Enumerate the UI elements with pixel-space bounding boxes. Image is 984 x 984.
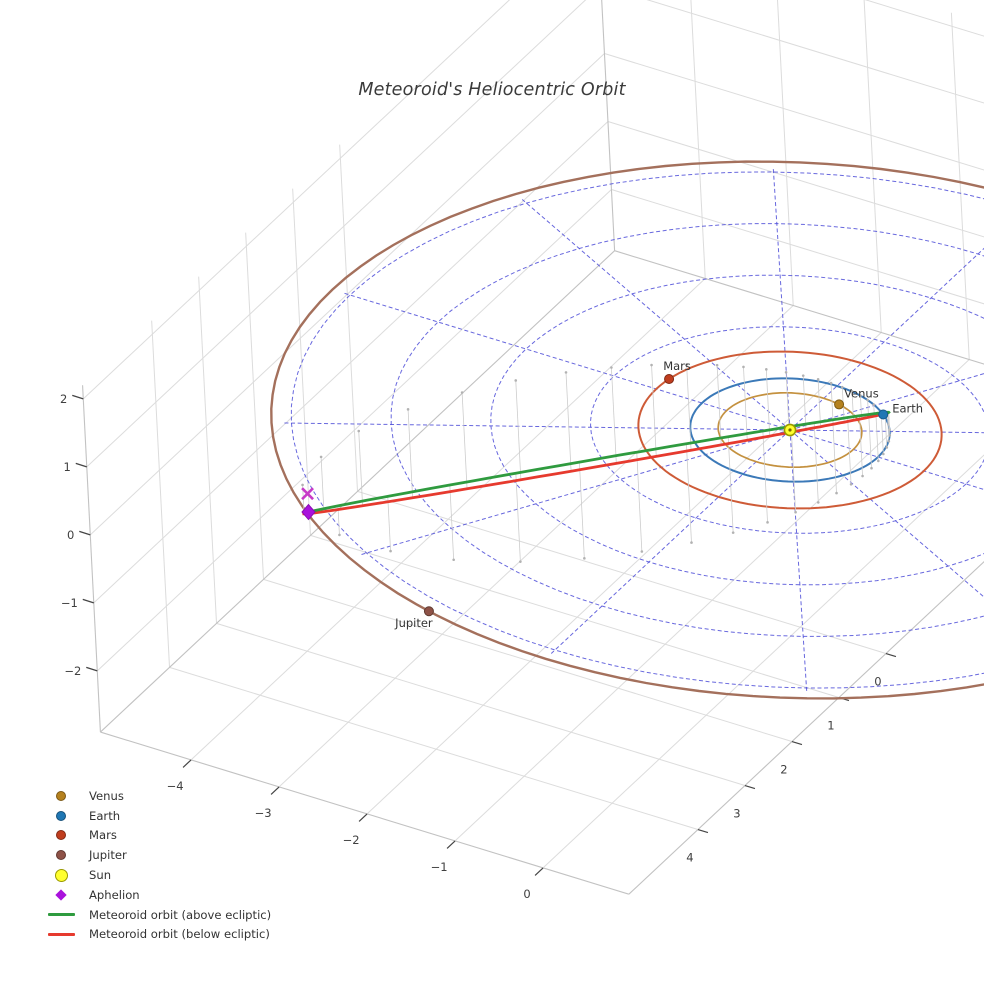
legend-swatch-dot	[56, 830, 66, 841]
legend-item-meteoroid: Meteoroid orbit (above ecliptic)	[42, 905, 271, 925]
legend-swatch-line	[47, 932, 75, 936]
svg-text:−1: −1	[61, 596, 78, 610]
svg-text:2: 2	[60, 392, 67, 406]
markers	[301, 374, 889, 617]
venus-orbit	[717, 391, 863, 469]
svg-text:−3: −3	[255, 806, 272, 820]
aphelion-marker	[301, 503, 316, 521]
legend-item-sun: Sun	[42, 865, 271, 885]
earth-label: Earth	[892, 402, 923, 416]
legend-swatch-dot	[56, 850, 66, 861]
planet-labels: Venus Earth Mars Jupiter	[394, 359, 923, 630]
chart-title: Meteoroid's Heliocentric Orbit	[358, 80, 626, 100]
jupiter-marker	[423, 606, 434, 617]
legend-swatch-sun	[54, 868, 68, 882]
venus-marker	[834, 399, 845, 410]
svg-text:−2: −2	[343, 833, 360, 847]
aphelion-x-marker	[301, 487, 314, 501]
legend-label: Meteoroid orbit (below ecliptic)	[89, 927, 270, 942]
pane-grid	[82, 0, 984, 895]
svg-text:3: 3	[733, 807, 740, 821]
legend-label: Jupiter	[89, 848, 127, 863]
legend-label: Earth	[89, 808, 121, 823]
mars-label: Mars	[663, 359, 691, 373]
jupiter-orbit	[270, 160, 984, 700]
ecliptic-polar-grid	[283, 167, 984, 693]
legend: Venus Earth Mars Jupiter Sun Aphelion Meteoroi…	[42, 786, 271, 944]
legend-label: Meteoroid orbit (above ecliptic)	[89, 907, 272, 922]
mars-marker	[664, 374, 675, 385]
svg-text:0: 0	[523, 887, 530, 901]
svg-text:2: 2	[780, 763, 787, 777]
legend-label: Aphelion	[89, 887, 140, 902]
axis-tick-labels: −4 −3 −2 −1 0 0 1 2 3 4 2 1 0 −1 −2	[60, 392, 897, 901]
jupiter-label: Jupiter	[394, 616, 433, 630]
legend-item-aphelion: Aphelion	[42, 885, 271, 905]
earth-marker	[878, 409, 889, 420]
svg-text:0: 0	[874, 675, 881, 689]
legend-label: Mars	[89, 828, 117, 843]
svg-text:−2: −2	[64, 664, 81, 678]
legend-item-meteoroid: Meteoroid orbit (below ecliptic)	[42, 925, 271, 945]
legend-item-venus: Venus	[42, 786, 271, 806]
legend-item-jupiter: Jupiter	[42, 845, 271, 865]
legend-label: Sun	[89, 868, 112, 883]
legend-swatch-dot	[56, 790, 66, 801]
legend-item-mars: Mars	[42, 826, 271, 846]
meteoroid-orbit-above-ecliptic	[307, 410, 891, 514]
svg-text:−1: −1	[431, 860, 448, 874]
svg-text:4: 4	[686, 851, 693, 865]
legend-label: Venus	[89, 788, 124, 803]
meteoroid-orbit-below-ecliptic	[302, 412, 885, 516]
venus-label: Venus	[844, 386, 879, 400]
svg-text:0: 0	[67, 528, 74, 542]
svg-text:1: 1	[827, 719, 834, 733]
legend-swatch-diamond	[55, 889, 67, 901]
legend-item-earth: Earth	[42, 806, 271, 826]
legend-swatch-dot	[56, 810, 66, 821]
svg-text:−4: −4	[167, 779, 184, 793]
legend-swatch-line	[47, 913, 75, 917]
ecliptic-stems	[301, 363, 892, 563]
svg-text:1: 1	[63, 460, 70, 474]
